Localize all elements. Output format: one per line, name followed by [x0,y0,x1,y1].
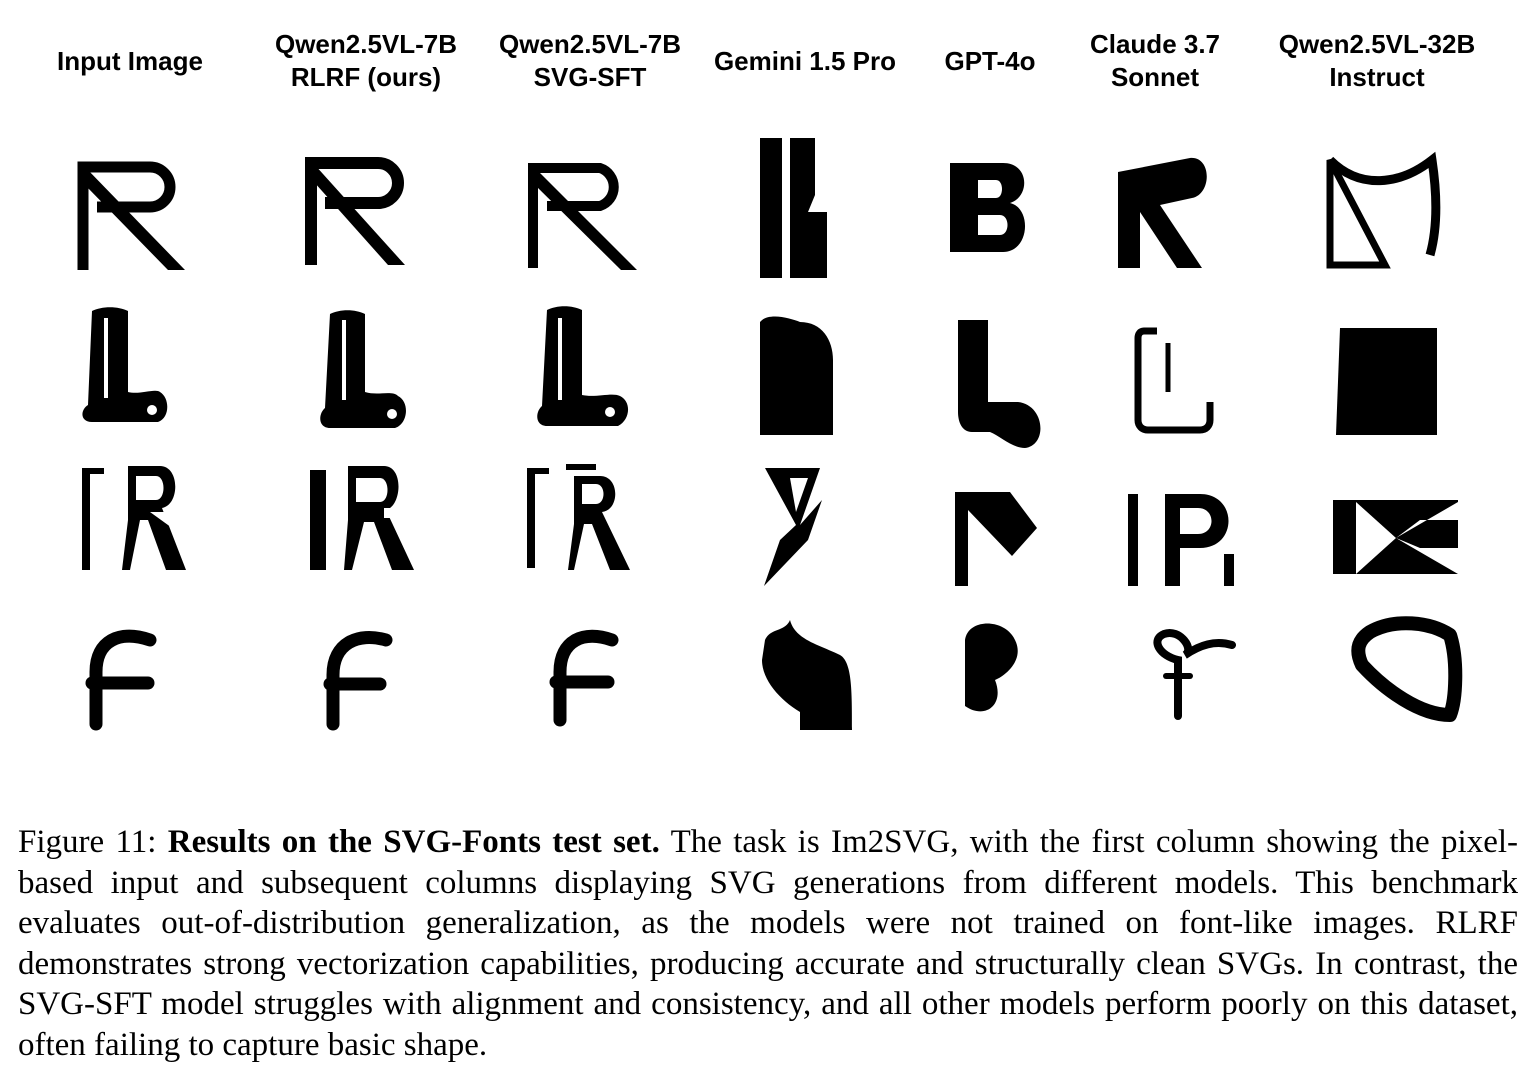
column-header-qwen32b: Qwen2.5VL-32B Instruct [1278,29,1476,92]
glyph-claude-r [1118,157,1207,268]
results-figure: Input Image Qwen2.5VL-7B RLRF (ours) Qwe… [57,29,1476,731]
caption-body: The task is Im2SVG, with the first colum… [18,824,1519,1063]
glyph-claude-r-stencil [1128,494,1234,586]
glyph-rlrf-l [320,310,406,428]
glyph-input-l [82,307,168,422]
column-header-gemini: Gemini 1.5 Pro [713,45,897,76]
glyph-sft-r [528,163,637,270]
glyph-grid [77,138,1463,731]
glyph-gpt4o-r-stencil [955,492,1037,586]
glyph-input-r [77,161,185,270]
caption-title: Results on the SVG-Fonts test set. [167,824,660,860]
glyph-input-f [85,629,157,731]
glyph-qwen32b-l [1336,328,1437,435]
glyph-sft-r-stencil [527,464,630,570]
glyph-gpt4o-r [950,163,1026,252]
glyph-claude-f [1153,629,1236,720]
glyph-rlrf-r-stencil [310,466,414,570]
caption-label: Figure 11: [18,824,157,860]
glyph-sft-f [549,629,619,727]
glyph-input-r-stencil [82,466,186,570]
column-header-qwen7b-rlrf: Qwen2.5VL-7B RLRF (ours) [274,29,458,92]
glyph-gpt4o-l [958,320,1041,448]
glyph-gemini-f [762,620,852,730]
glyph-qwen32b-f [1351,616,1463,722]
glyph-gemini-l [760,316,833,435]
glyph-gemini-r-stencil [764,468,822,586]
glyph-rlrf-r [305,157,405,265]
column-header-gpt4o: GPT-4o [944,45,1036,76]
glyph-sft-l [537,306,629,426]
glyph-gemini-r [760,138,827,278]
glyph-rlrf-f [323,631,393,731]
glyph-qwen32b-r-stencil [1333,500,1458,574]
column-header-qwen7b-sft: Qwen2.5VL-7B SVG-SFT [498,29,682,92]
glyph-gpt4o-f [965,623,1018,720]
glyph-qwen32b-r [1326,151,1441,269]
column-header-input-image: Input Image [57,45,203,76]
glyph-claude-l [1134,327,1214,434]
figure-caption: Figure 11: Results on the SVG-Fonts test… [18,822,1518,1066]
column-header-claude: Claude 3.7 Sonnet [1089,29,1221,92]
